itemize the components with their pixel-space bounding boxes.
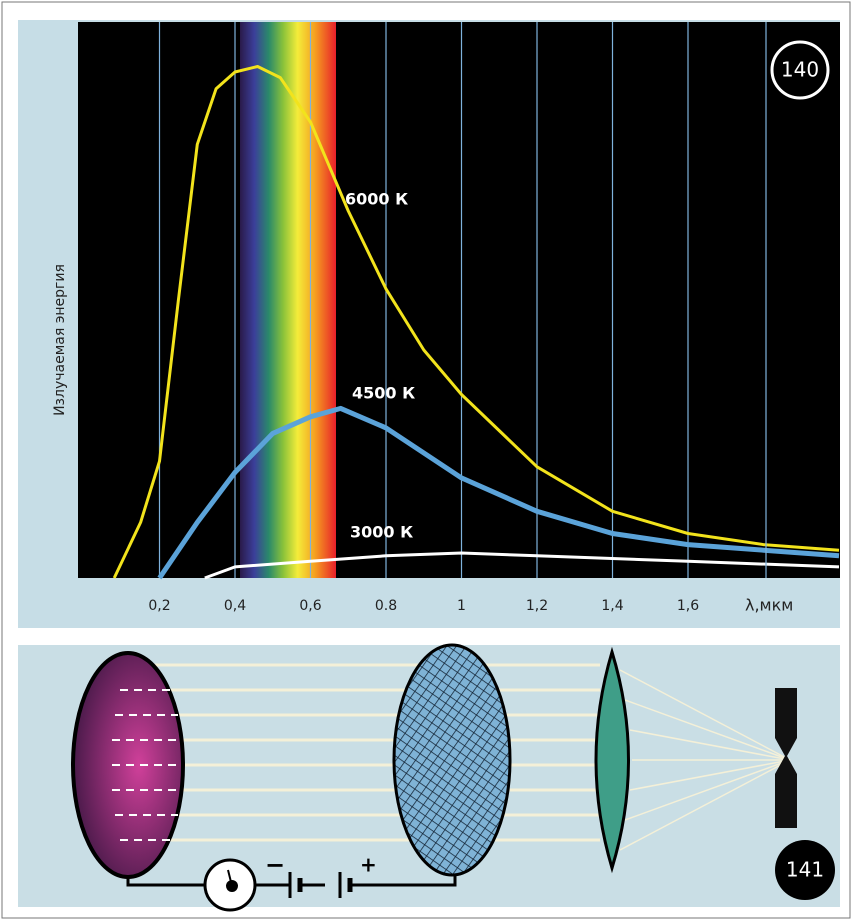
- figure-number: 140: [781, 58, 819, 82]
- x-tick-label: 1,4: [601, 598, 623, 614]
- x-axis-label: λ,мкм: [745, 596, 793, 615]
- x-tick-label: 0.8: [375, 598, 397, 614]
- light-rays: [150, 663, 600, 842]
- circuit-wire: [126, 876, 457, 887]
- series-line: [112, 65, 840, 579]
- lens: [594, 646, 630, 874]
- x-tick-label: 0,4: [224, 598, 246, 614]
- minus-sign: −: [265, 851, 285, 879]
- series-line: [157, 405, 840, 580]
- galvanometer-needle: [227, 869, 233, 887]
- visible-spectrum: [240, 22, 336, 578]
- cathode-dashes: [112, 689, 180, 841]
- plot: [112, 22, 840, 580]
- x-tick-label: 0,6: [299, 598, 321, 614]
- series-line: [204, 551, 840, 580]
- figure-number: 141: [786, 858, 824, 882]
- y-axis-label: Излучаемая энергия: [52, 264, 68, 416]
- figure-badge: [775, 840, 835, 900]
- series-label: 3000 К: [350, 523, 413, 542]
- target: [775, 688, 797, 828]
- x-tick-label: 1: [457, 598, 466, 614]
- x-tick-label: 0,2: [148, 598, 170, 614]
- series-label: 6000 К: [345, 190, 408, 209]
- figure-badge: [770, 40, 830, 100]
- plus-sign: +: [360, 853, 377, 877]
- x-tick-label: 1,6: [677, 598, 699, 614]
- x-tick-label: 1,2: [526, 598, 548, 614]
- focused-rays: [619, 669, 791, 851]
- series-label: 4500 К: [352, 384, 415, 403]
- grid-electrode: [392, 643, 512, 877]
- plot-area: [78, 22, 840, 578]
